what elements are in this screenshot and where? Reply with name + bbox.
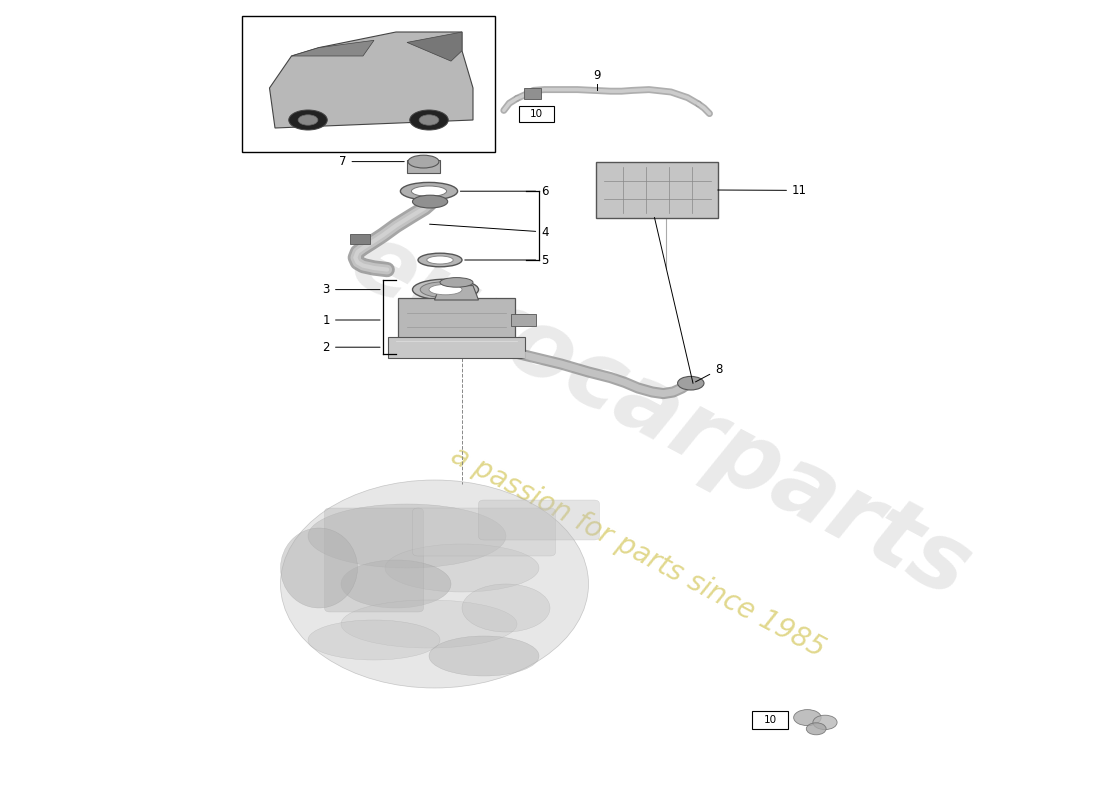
Ellipse shape — [420, 282, 471, 298]
Text: a passion for parts since 1985: a passion for parts since 1985 — [447, 441, 829, 663]
Ellipse shape — [308, 504, 506, 568]
Text: 2: 2 — [322, 341, 379, 354]
Ellipse shape — [341, 600, 517, 648]
Ellipse shape — [341, 560, 451, 608]
Text: 4: 4 — [430, 224, 549, 238]
FancyBboxPatch shape — [324, 508, 424, 612]
Text: eurocarparts: eurocarparts — [334, 214, 986, 618]
Text: 9: 9 — [594, 70, 601, 82]
Ellipse shape — [308, 620, 440, 660]
Ellipse shape — [429, 284, 462, 294]
Bar — [512, 314, 536, 326]
Bar — [242, 16, 495, 152]
Bar — [752, 711, 788, 729]
Ellipse shape — [298, 114, 318, 125]
Ellipse shape — [409, 110, 449, 130]
Ellipse shape — [412, 279, 478, 300]
Ellipse shape — [411, 186, 447, 197]
Bar — [350, 234, 370, 244]
Text: 10: 10 — [763, 715, 777, 725]
FancyBboxPatch shape — [596, 162, 718, 218]
Ellipse shape — [288, 110, 327, 130]
Text: 10: 10 — [530, 110, 543, 119]
Ellipse shape — [419, 114, 439, 125]
Polygon shape — [292, 40, 374, 56]
Ellipse shape — [462, 584, 550, 632]
Text: 1: 1 — [322, 314, 379, 326]
Ellipse shape — [400, 182, 458, 200]
Text: 8: 8 — [695, 363, 723, 382]
Text: 5: 5 — [465, 254, 549, 266]
Ellipse shape — [440, 278, 473, 287]
Ellipse shape — [418, 253, 462, 266]
FancyBboxPatch shape — [412, 508, 556, 556]
Ellipse shape — [408, 155, 439, 168]
Text: 3: 3 — [322, 283, 379, 296]
Text: 6: 6 — [461, 185, 549, 198]
Text: 7: 7 — [339, 155, 404, 168]
Ellipse shape — [412, 195, 448, 208]
Ellipse shape — [280, 528, 358, 608]
FancyBboxPatch shape — [478, 500, 600, 540]
FancyBboxPatch shape — [407, 160, 440, 173]
Ellipse shape — [806, 723, 826, 734]
Ellipse shape — [385, 544, 539, 592]
Polygon shape — [434, 286, 478, 300]
Polygon shape — [270, 32, 473, 128]
Polygon shape — [407, 32, 462, 61]
FancyBboxPatch shape — [388, 337, 525, 358]
Ellipse shape — [427, 256, 453, 264]
Bar — [519, 106, 554, 122]
Ellipse shape — [280, 480, 588, 688]
Text: 11: 11 — [718, 184, 807, 197]
Ellipse shape — [794, 710, 821, 726]
FancyBboxPatch shape — [398, 298, 515, 342]
Ellipse shape — [429, 636, 539, 676]
Ellipse shape — [813, 715, 837, 730]
Ellipse shape — [678, 376, 704, 390]
Bar — [524, 88, 541, 99]
